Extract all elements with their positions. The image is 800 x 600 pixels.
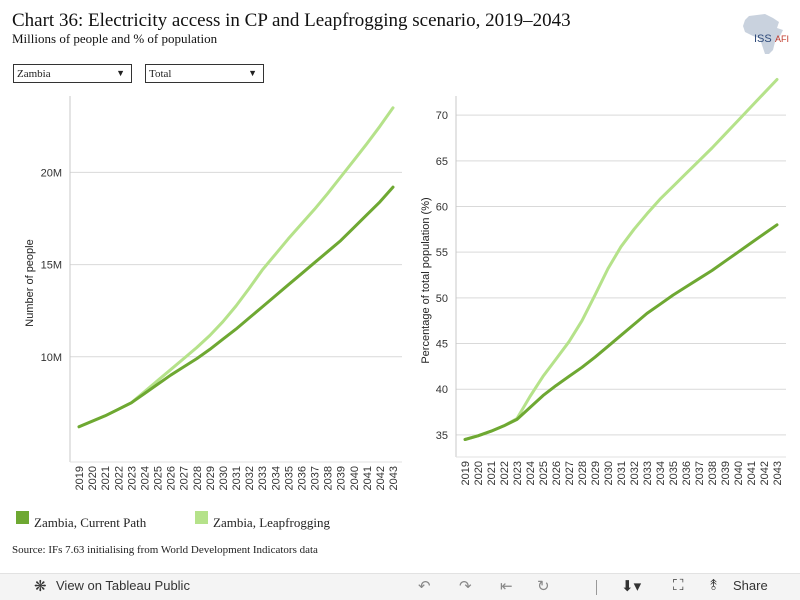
- x-tick-label: 2020: [473, 461, 485, 485]
- chevron-down-icon: ▼: [116, 68, 125, 78]
- toolbar-divider: [596, 580, 597, 595]
- y-tick-label: 20M: [41, 167, 62, 179]
- x-tick-label: 2039: [336, 466, 348, 490]
- x-tick-label: 2025: [538, 461, 550, 485]
- chart-percentage-population: 35 40 45 50 55 60 65 70 2019 2020 2021 2022 2023 2024…: [420, 78, 786, 485]
- y-axis-label: Percentage of total population (%): [420, 197, 432, 363]
- x-tick-label: 2019: [74, 466, 86, 490]
- y-tick-label: 10M: [41, 352, 62, 364]
- x-tick-label: 2026: [551, 461, 563, 485]
- series-line-zambia-leapfrogging[interactable]: [463, 78, 779, 441]
- legend-swatch-leapfrogging: [195, 511, 208, 524]
- y-tick-label: 70: [436, 110, 448, 122]
- group-select[interactable]: Total ▼: [145, 64, 264, 83]
- series-line-zambia-current-path[interactable]: [77, 185, 395, 429]
- x-tick-label: 2037: [694, 461, 706, 485]
- y-tick-label: 40: [436, 384, 448, 396]
- x-tick-label: 2036: [296, 466, 308, 490]
- x-tick-label: 2028: [192, 466, 204, 490]
- revert-icon[interactable]: ⇤: [500, 578, 513, 595]
- source-note: Source: IFs 7.63 initialising from World…: [12, 544, 318, 556]
- x-tick-label: 2021: [100, 466, 112, 490]
- series-line-zambia-current-path[interactable]: [463, 223, 779, 441]
- x-tick-label: 2020: [87, 466, 99, 490]
- group-select-value: Total: [149, 68, 172, 80]
- share-button[interactable]: Share: [733, 578, 768, 593]
- series-line-zambia-leapfrogging[interactable]: [77, 106, 395, 429]
- view-on-tableau-link[interactable]: View on Tableau Public: [56, 578, 190, 593]
- y-tick-label: 55: [436, 247, 448, 259]
- logo-text-afi: AFI: [775, 34, 789, 44]
- x-tick-label: 2032: [244, 466, 256, 490]
- x-tick-label: 2042: [759, 461, 771, 485]
- y-tick-label: 65: [436, 156, 448, 168]
- legend-swatch-current-path: [16, 511, 29, 524]
- x-tick-label: 2031: [616, 461, 628, 485]
- y-tick-label: 45: [436, 339, 448, 351]
- x-tick-label: 2038: [707, 461, 719, 485]
- x-tick-label: 2034: [655, 461, 667, 485]
- x-tick-label: 2023: [126, 466, 138, 490]
- x-tick-label: 2027: [179, 466, 191, 490]
- logo-text: ISS: [754, 33, 772, 45]
- x-tick-label: 2029: [590, 461, 602, 485]
- x-tick-label: 2025: [153, 466, 165, 490]
- chart-subtitle: Millions of people and % of population: [12, 31, 218, 46]
- x-tick-label: 2036: [681, 461, 693, 485]
- download-icon[interactable]: ⬇▾: [621, 578, 642, 595]
- x-tick-label: 2024: [139, 466, 151, 490]
- x-tick-label: 2041: [746, 461, 758, 485]
- x-tick-label: 2029: [205, 466, 217, 490]
- x-tick-label: 2043: [388, 466, 400, 490]
- x-tick-label: 2033: [257, 466, 269, 490]
- x-tick-label: 2027: [564, 461, 576, 485]
- y-tick-label: 35: [436, 430, 448, 442]
- x-tick-label: 2023: [512, 461, 524, 485]
- x-tick-label: 2022: [113, 466, 125, 490]
- chart-title: Chart 36: Electricity access in CP and L…: [12, 10, 571, 31]
- x-tick-label: 2021: [486, 461, 498, 485]
- x-tick-label: 2026: [166, 466, 178, 490]
- x-tick-label: 2022: [499, 461, 511, 485]
- refresh-icon[interactable]: ↻: [537, 578, 550, 595]
- x-tick-label: 2043: [772, 461, 784, 485]
- x-tick-label: 2041: [362, 466, 374, 490]
- y-tick-label: 15M: [41, 260, 62, 272]
- legend-label-current-path: Zambia, Current Path: [34, 515, 147, 530]
- x-tick-label: 2032: [629, 461, 641, 485]
- x-tick-label: 2035: [283, 466, 295, 490]
- x-tick-label: 2019: [460, 461, 472, 485]
- legend-label-leapfrogging: Zambia, Leapfrogging: [213, 515, 330, 530]
- redo-icon[interactable]: ↷: [459, 578, 472, 595]
- x-tick-label: 2034: [270, 466, 282, 490]
- x-tick-label: 2028: [577, 461, 589, 485]
- iss-africa-logo: ISS AFI: [743, 14, 789, 54]
- fullscreen-icon[interactable]: ⛶: [673, 577, 684, 594]
- x-tick-label: 2037: [310, 466, 322, 490]
- tableau-logo-icon: ❋: [34, 578, 47, 595]
- x-tick-label: 2030: [218, 466, 230, 490]
- y-tick-label: 60: [436, 201, 448, 213]
- x-tick-label: 2033: [642, 461, 654, 485]
- y-tick-label: 50: [436, 293, 448, 305]
- x-tick-label: 2038: [323, 466, 335, 490]
- x-tick-label: 2031: [231, 466, 243, 490]
- tableau-toolbar: ❋ View on Tableau Public ↶ ↷ ⇤ ↻ ⬇▾ ⛶ ⥉ …: [0, 573, 800, 600]
- x-tick-label: 2024: [525, 461, 537, 485]
- x-tick-label: 2035: [668, 461, 680, 485]
- x-tick-label: 2040: [733, 461, 745, 485]
- chevron-down-icon: ▼: [248, 68, 257, 78]
- y-axis-label: Number of people: [24, 239, 36, 326]
- undo-icon[interactable]: ↶: [418, 578, 431, 595]
- country-select-value: Zambia: [17, 68, 51, 80]
- country-select[interactable]: Zambia ▼: [13, 64, 132, 83]
- x-tick-label: 2030: [603, 461, 615, 485]
- x-tick-label: 2040: [349, 466, 361, 490]
- x-tick-label: 2039: [720, 461, 732, 485]
- x-tick-label: 2042: [375, 466, 387, 490]
- share-icon[interactable]: ⥉: [710, 577, 718, 594]
